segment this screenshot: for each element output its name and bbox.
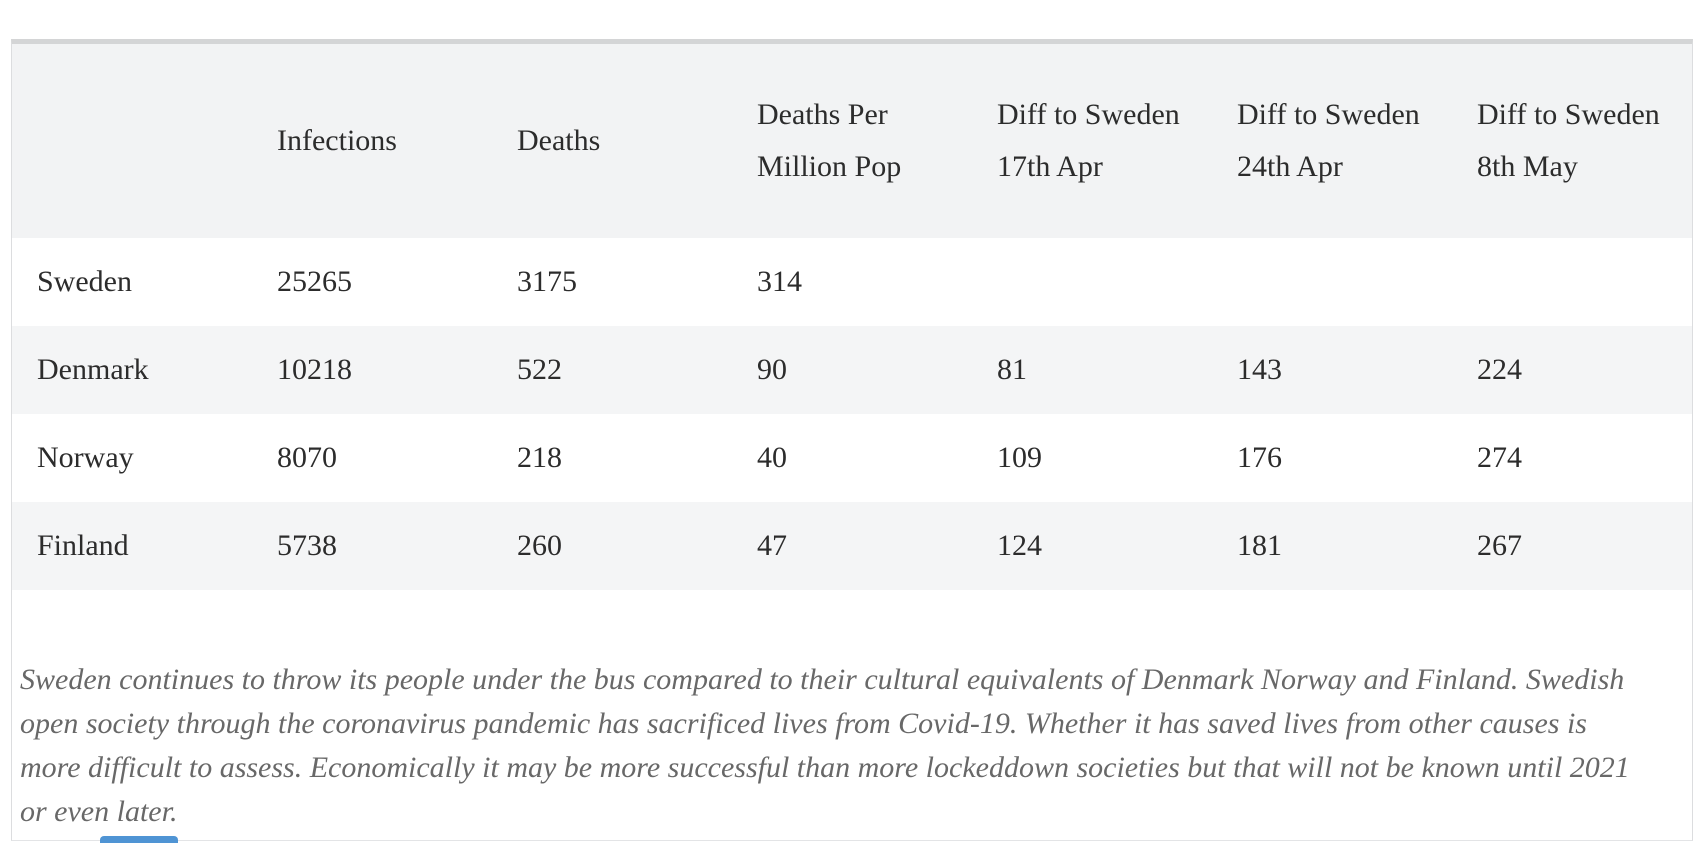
infections-cell: 8070: [277, 441, 337, 474]
table-row-sweden: Sweden 25265 3175 314: [12, 238, 1692, 326]
diff-24-apr-cell: 176: [1237, 441, 1282, 474]
column-header-deaths: Deaths: [492, 44, 732, 238]
deaths-per-million-cell: 314: [757, 265, 802, 298]
diff-24-apr-cell: [1212, 238, 1452, 326]
table-header-row: Infections Deaths Deaths Per Million Pop…: [12, 44, 1692, 238]
column-header-diff-24-apr: Diff to Sweden 24th Apr: [1212, 44, 1452, 238]
table-row-denmark: Denmark 10218 522 90 81 143 224: [12, 326, 1692, 414]
infections-cell: 5738: [252, 502, 492, 590]
deaths-cell: 260: [492, 502, 732, 590]
deaths-cell: 218: [517, 441, 562, 474]
table-row-norway: Norway 8070 218 40 109 176 274: [12, 414, 1692, 502]
deaths-cell: 3175: [517, 265, 577, 298]
infections-cell: 25265: [277, 265, 352, 298]
diff-24-apr-cell: 181: [1212, 502, 1452, 590]
diff-24-apr-cell: 143: [1212, 326, 1452, 414]
table-row-finland: Finland 5738 260 47 124 181 267: [12, 502, 1692, 590]
country-cell: Norway: [37, 441, 134, 474]
deaths-per-million-cell: 40: [757, 441, 787, 474]
column-header-diff-8-may: Diff to Sweden 8th May: [1452, 44, 1692, 238]
partial-blue-button[interactable]: [100, 836, 178, 843]
country-cell: Finland: [12, 502, 252, 590]
deaths-per-million-cell: 47: [732, 502, 972, 590]
deaths-cell: 522: [492, 326, 732, 414]
column-header-deaths-per-million: Deaths Per Million Pop: [732, 44, 972, 238]
diff-8-may-cell: [1452, 238, 1692, 326]
diff-17-apr-cell: 109: [997, 441, 1042, 474]
diff-8-may-cell: 224: [1452, 326, 1692, 414]
diff-17-apr-cell: 81: [972, 326, 1212, 414]
covid-comparison-table: Infections Deaths Deaths Per Million Pop…: [12, 44, 1692, 590]
deaths-per-million-cell: 90: [732, 326, 972, 414]
column-header-diff-17-apr: Diff to Sweden 17th Apr: [972, 44, 1212, 238]
diff-17-apr-cell: 124: [972, 502, 1212, 590]
column-header-infections: Infections: [252, 44, 492, 238]
column-header-country: [12, 44, 252, 238]
infections-cell: 10218: [252, 326, 492, 414]
diff-17-apr-cell: [972, 238, 1212, 326]
table-caption: Sweden continues to throw its people und…: [20, 663, 1630, 828]
country-cell: Sweden: [37, 265, 132, 298]
diff-8-may-cell: 267: [1452, 502, 1692, 590]
country-cell: Denmark: [12, 326, 252, 414]
diff-8-may-cell: 274: [1477, 441, 1522, 474]
covid-table-figure: Infections Deaths Deaths Per Million Pop…: [11, 39, 1693, 841]
